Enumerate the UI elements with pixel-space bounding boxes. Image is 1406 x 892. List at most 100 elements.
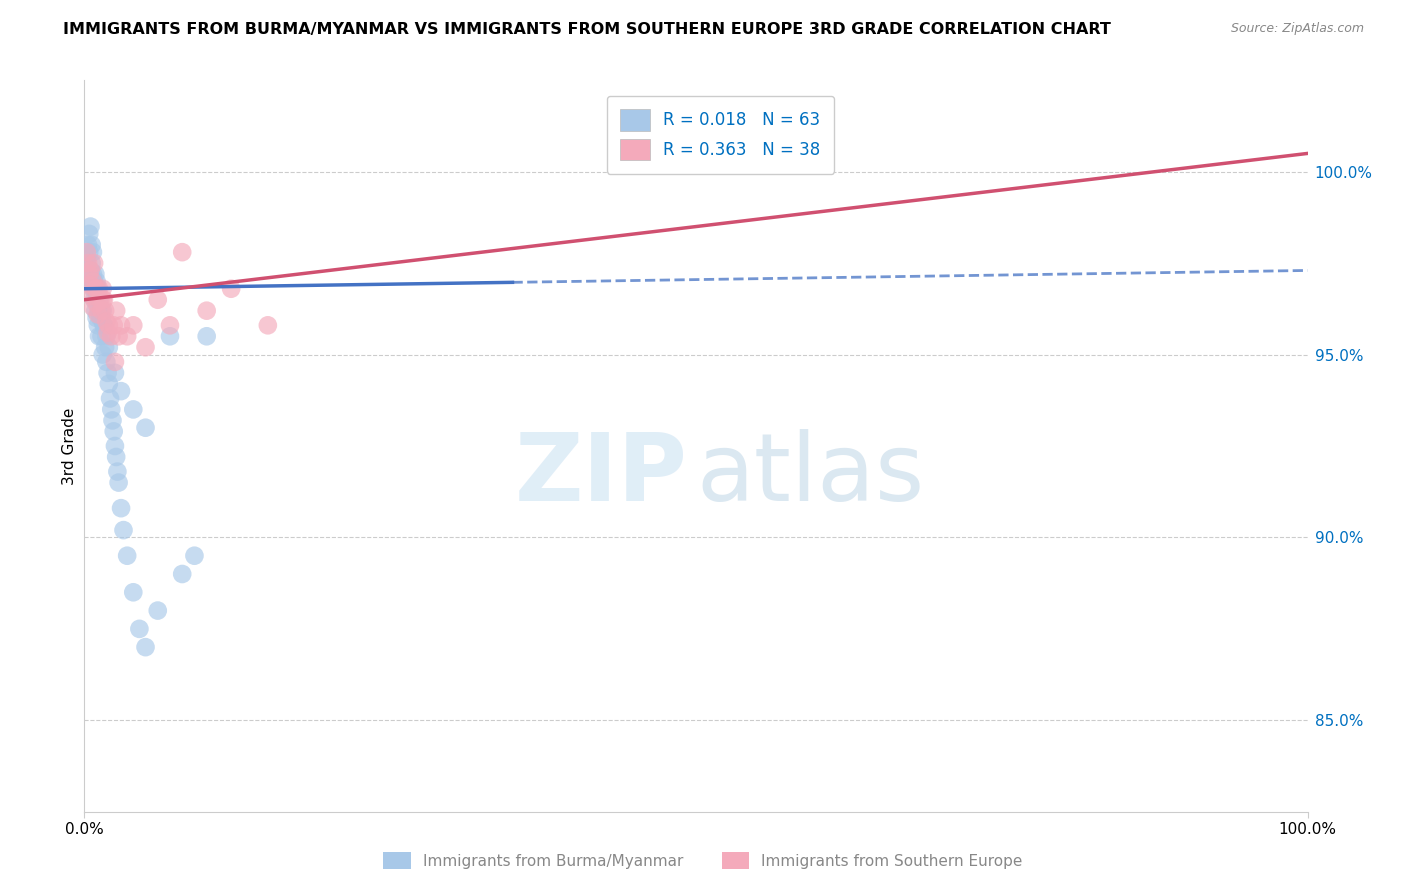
Point [97,376,120,391]
Point [104,355,127,369]
Point [87,303,110,318]
Point [122,402,145,417]
Point [84,303,107,318]
Point [94,340,117,354]
Point [87,282,110,296]
Point [257,318,280,333]
Point [82,274,104,288]
Point [79,278,101,293]
Point [105,465,128,479]
Point [115,329,138,343]
Point [93,318,115,333]
Point [96,329,118,343]
Point [100,402,122,417]
Point [79,219,101,234]
Point [83,274,105,288]
Point [183,549,205,563]
Point [93,318,115,333]
Point [96,355,118,369]
Point [90,310,112,325]
Point [107,329,129,343]
Point [83,282,105,296]
Point [115,549,138,563]
Point [122,318,145,333]
Point [172,566,194,581]
Point [101,413,124,427]
Point [97,340,120,354]
Point [79,263,101,277]
Point [97,318,120,333]
Point [77,227,100,241]
Point [195,303,218,318]
Point [104,366,127,380]
Point [80,274,103,288]
Point [112,523,135,537]
Point [91,282,114,296]
Point [87,318,110,333]
Point [94,303,117,318]
Point [128,622,150,636]
Point [83,256,105,270]
Point [80,237,103,252]
Point [80,256,103,270]
Point [87,282,110,296]
Point [103,425,125,439]
Point [86,293,108,307]
Point [135,420,157,434]
Point [86,310,108,325]
Point [82,300,104,314]
Point [76,245,98,260]
Point [82,245,104,260]
Point [77,274,100,288]
Point [89,293,111,307]
Point [77,256,100,270]
Point [79,263,101,277]
Point [159,329,181,343]
Point [96,315,118,329]
Point [104,439,127,453]
Legend: R = 0.018   N = 63, R = 0.363   N = 38: R = 0.018 N = 63, R = 0.363 N = 38 [607,96,834,174]
Point [110,501,132,516]
Point [77,267,100,281]
Point [86,274,108,288]
Point [86,282,108,296]
Point [98,392,121,406]
Point [159,318,181,333]
Point [80,289,103,303]
Point [105,450,128,464]
Point [100,329,122,343]
Point [82,282,104,296]
Point [219,282,242,296]
Point [103,318,125,333]
Text: ZIP: ZIP [515,429,688,521]
Point [110,384,132,398]
Point [89,310,111,325]
Point [135,640,157,654]
Point [110,318,132,333]
Point [105,303,128,318]
Legend: Immigrants from Burma/Myanmar, Immigrants from Southern Europe: Immigrants from Burma/Myanmar, Immigrant… [377,846,1029,875]
Point [172,245,194,260]
Point [77,237,100,252]
Point [195,329,218,343]
Point [97,366,120,380]
Text: Source: ZipAtlas.com: Source: ZipAtlas.com [1230,22,1364,36]
Point [146,293,169,307]
Point [87,293,110,307]
Point [82,267,104,281]
Point [90,329,112,343]
Point [84,267,107,281]
Point [91,347,114,361]
Point [91,303,114,318]
Text: IMMIGRANTS FROM BURMA/MYANMAR VS IMMIGRANTS FROM SOUTHERN EUROPE 3RD GRADE CORRE: IMMIGRANTS FROM BURMA/MYANMAR VS IMMIGRA… [63,22,1111,37]
Point [86,296,108,310]
Point [83,293,105,307]
Y-axis label: 3rd Grade: 3rd Grade [62,408,77,484]
Point [135,340,157,354]
Point [122,585,145,599]
Point [87,329,110,343]
Point [87,307,110,321]
Point [93,293,115,307]
Point [97,326,120,340]
Point [107,475,129,490]
